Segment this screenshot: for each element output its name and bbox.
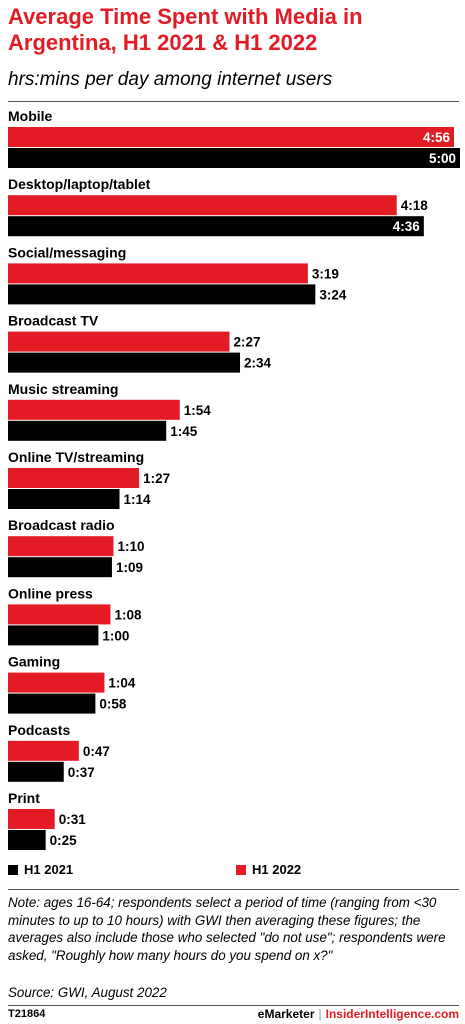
data-label-desktop-laptop-tablet-h1-2021: 4:36 — [393, 219, 421, 234]
top-divider — [8, 101, 459, 102]
legend-label-h1-2022: H1 2022 — [252, 862, 302, 877]
bar-gaming-h1-2021 — [8, 693, 96, 714]
data-label-broadcast-tv-h1-2022: 2:27 — [233, 335, 260, 350]
bar-online-tv-streaming-h1-2021 — [8, 489, 120, 509]
bar-print-h1-2022 — [8, 809, 55, 829]
category-label-online-tv-streaming: Online TV/streaming — [8, 449, 144, 465]
category-label-gaming: Gaming — [8, 654, 60, 670]
data-label-online-press-h1-2022: 1:08 — [114, 607, 142, 622]
category-label-mobile: Mobile — [8, 108, 53, 124]
bar-podcasts-h1-2022 — [8, 740, 79, 761]
data-label-social-messaging-h1-2021: 3:24 — [319, 287, 347, 302]
chart-source: Source: GWI, August 2022 — [8, 985, 167, 1000]
data-label-podcasts-h1-2021: 0:37 — [68, 765, 95, 780]
bar-broadcast-tv-h1-2021 — [8, 352, 241, 373]
bar-desktop-laptop-tablet-h1-2022 — [8, 195, 397, 216]
bar-online-press-h1-2021 — [8, 625, 99, 646]
data-label-broadcast-radio-h1-2021: 1:09 — [116, 560, 143, 575]
bottom-divider — [8, 1005, 459, 1006]
bar-music-streaming-h1-2021 — [8, 420, 167, 441]
brand-insider-intelligence: InsiderIntelligence.com — [325, 1007, 459, 1021]
bar-online-tv-streaming-h1-2022 — [8, 468, 140, 488]
data-label-music-streaming-h1-2021: 1:45 — [170, 424, 198, 439]
legend-item-h1-2021: H1 2021 — [8, 862, 73, 877]
data-label-mobile-h1-2021: 5:00 — [429, 151, 456, 166]
data-label-print-h1-2021: 0:25 — [50, 833, 78, 848]
bar-music-streaming-h1-2022 — [8, 399, 180, 420]
data-label-broadcast-radio-h1-2022: 1:10 — [117, 539, 144, 554]
bar-chart: Mobile 4:56 5:00 Desktop/laptop/tablet 4:18 4… — [8, 108, 460, 850]
category-label-social-messaging: Social/messaging — [8, 244, 126, 260]
chart-id: T21864 — [8, 1008, 46, 1020]
legend-item-h1-2022: H1 2022 — [236, 862, 301, 877]
data-label-social-messaging-h1-2022: 3:19 — [312, 266, 339, 281]
brand-emarketer: eMarketer — [257, 1007, 315, 1021]
data-label-print-h1-2022: 0:31 — [59, 812, 87, 827]
legend-swatch-h1-2021 — [8, 865, 18, 875]
category-label-desktop-laptop-tablet: Desktop/laptop/tablet — [8, 176, 151, 192]
bar-social-messaging-h1-2022 — [8, 263, 308, 284]
data-label-podcasts-h1-2022: 0:47 — [83, 744, 110, 759]
bar-podcasts-h1-2021 — [8, 761, 64, 782]
category-label-online-press: Online press — [8, 585, 93, 601]
chart-subtitle: hrs:mins per day among internet users — [8, 69, 333, 90]
data-label-desktop-laptop-tablet-h1-2022: 4:18 — [401, 198, 429, 213]
bar-online-press-h1-2022 — [8, 604, 111, 625]
data-label-online-press-h1-2021: 1:00 — [102, 628, 129, 643]
data-label-gaming-h1-2021: 0:58 — [99, 697, 127, 712]
brand-separator: | — [318, 1007, 322, 1021]
brand-footer: eMarketer | InsiderIntelligence.com — [258, 1007, 459, 1021]
bar-broadcast-radio-h1-2021 — [8, 557, 112, 578]
category-label-podcasts: Podcasts — [8, 722, 70, 738]
bar-broadcast-radio-h1-2022 — [8, 536, 114, 557]
bar-broadcast-tv-h1-2022 — [8, 331, 230, 352]
data-label-music-streaming-h1-2022: 1:54 — [184, 403, 212, 418]
bar-desktop-laptop-tablet-h1-2021 — [8, 216, 424, 237]
category-label-music-streaming: Music streaming — [8, 381, 118, 397]
bar-social-messaging-h1-2021 — [8, 284, 316, 305]
data-label-online-tv-streaming-h1-2022: 1:27 — [143, 471, 170, 486]
data-label-online-tv-streaming-h1-2021: 1:14 — [123, 492, 151, 507]
bar-mobile-h1-2021 — [8, 148, 460, 168]
legend-swatch-h1-2022 — [236, 865, 246, 875]
bar-print-h1-2021 — [8, 830, 46, 850]
category-label-broadcast-radio: Broadcast radio — [8, 517, 115, 533]
footer-divider — [8, 889, 459, 890]
bar-gaming-h1-2022 — [8, 672, 105, 693]
legend-label-h1-2021: H1 2021 — [24, 862, 74, 877]
chart-title: Average Time Spent with Media in Argenti… — [8, 4, 363, 55]
data-label-gaming-h1-2022: 1:04 — [108, 676, 136, 691]
bar-mobile-h1-2022 — [8, 127, 454, 147]
data-label-mobile-h1-2022: 4:56 — [423, 130, 451, 145]
data-label-broadcast-tv-h1-2021: 2:34 — [244, 356, 272, 371]
category-label-broadcast-tv: Broadcast TV — [8, 313, 99, 329]
chart-note: Note: ages 16-64; respondents select a p… — [8, 895, 446, 963]
category-label-print: Print — [8, 790, 40, 806]
